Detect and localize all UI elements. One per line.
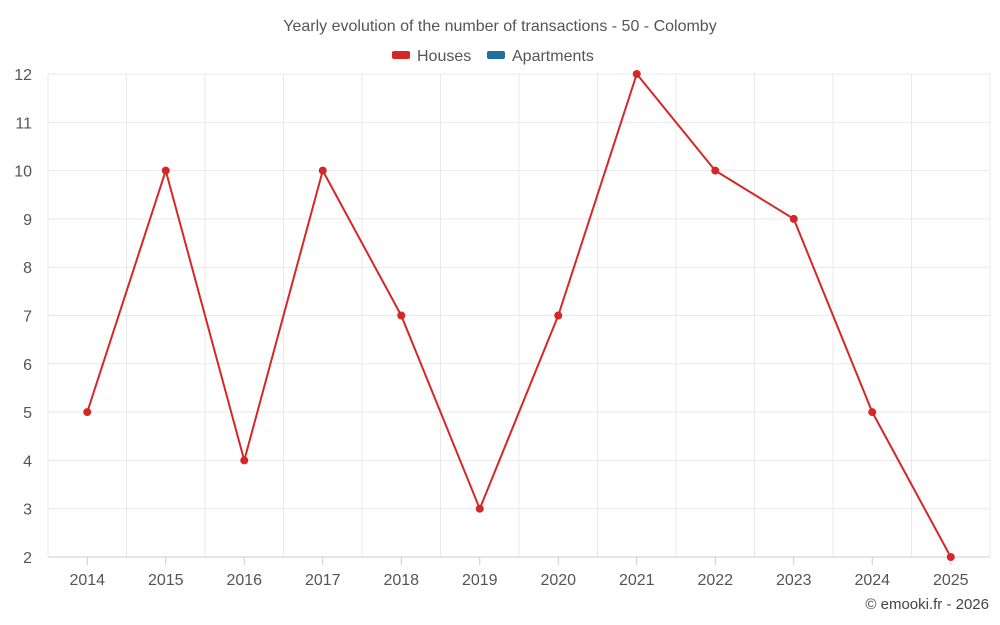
y-tick-label: 7 bbox=[23, 309, 32, 326]
credit-text: © emooki.fr - 2026 bbox=[865, 596, 989, 613]
y-tick-label: 10 bbox=[14, 164, 32, 181]
x-tick-label: 2018 bbox=[383, 572, 419, 589]
x-tick-label: 2024 bbox=[854, 572, 890, 589]
legend-apartments-label: Apartments bbox=[512, 48, 594, 65]
legend: Houses Apartments bbox=[392, 48, 594, 65]
y-tick-label: 12 bbox=[14, 67, 32, 84]
data-point-houses-2025[interactable] bbox=[946, 553, 955, 561]
y-tick-label: 8 bbox=[23, 260, 32, 277]
data-point-houses-2014[interactable] bbox=[83, 408, 92, 417]
x-tick-label: 2023 bbox=[776, 572, 812, 589]
x-tick-label: 2022 bbox=[697, 572, 733, 589]
grid bbox=[47, 73, 991, 557]
y-tick-label: 2 bbox=[23, 550, 32, 567]
data-point-houses-2018[interactable] bbox=[397, 311, 406, 320]
y-tick-label: 3 bbox=[23, 502, 32, 519]
data-point-houses-2024[interactable] bbox=[868, 408, 877, 417]
series-houses bbox=[83, 70, 955, 561]
legend-item-houses[interactable]: Houses bbox=[392, 48, 471, 65]
data-point-houses-2020[interactable] bbox=[554, 311, 563, 320]
series-line-houses bbox=[86, 73, 952, 558]
data-point-houses-2023[interactable] bbox=[789, 214, 798, 223]
data-point-houses-2015[interactable] bbox=[161, 166, 170, 175]
x-tick-label: 2025 bbox=[933, 572, 969, 589]
legend-apartments-swatch bbox=[487, 51, 505, 59]
y-tick-label: 5 bbox=[23, 405, 32, 422]
x-axis: 2014 2015 2016 2017 2018 2019 2020 2021 2022 2023… bbox=[48, 556, 990, 589]
x-tick-label: 2016 bbox=[226, 572, 262, 589]
y-tick-label: 6 bbox=[23, 357, 32, 374]
x-tick-label: 2020 bbox=[540, 572, 576, 589]
data-point-houses-2019[interactable] bbox=[475, 504, 484, 513]
chart-title: Yearly evolution of the number of transa… bbox=[283, 18, 716, 35]
legend-houses-label: Houses bbox=[417, 48, 471, 65]
y-tick-label: 9 bbox=[23, 212, 32, 229]
data-point-houses-2017[interactable] bbox=[318, 166, 327, 175]
x-tick-label: 2015 bbox=[148, 572, 184, 589]
x-tick-label: 2014 bbox=[69, 572, 105, 589]
x-tick-label: 2021 bbox=[619, 572, 655, 589]
y-tick-label: 4 bbox=[23, 453, 32, 470]
data-point-houses-2021[interactable] bbox=[632, 70, 641, 78]
data-point-houses-2016[interactable] bbox=[240, 456, 249, 465]
y-axis: 2 3 4 5 6 7 8 9 10 11 12 bbox=[14, 67, 32, 567]
legend-houses-swatch bbox=[392, 51, 410, 59]
y-tick-label: 11 bbox=[15, 115, 32, 132]
legend-item-apartments[interactable]: Apartments bbox=[487, 48, 594, 65]
data-point-houses-2022[interactable] bbox=[711, 166, 720, 175]
x-tick-label: 2019 bbox=[462, 572, 498, 589]
x-tick-label: 2017 bbox=[305, 572, 341, 589]
